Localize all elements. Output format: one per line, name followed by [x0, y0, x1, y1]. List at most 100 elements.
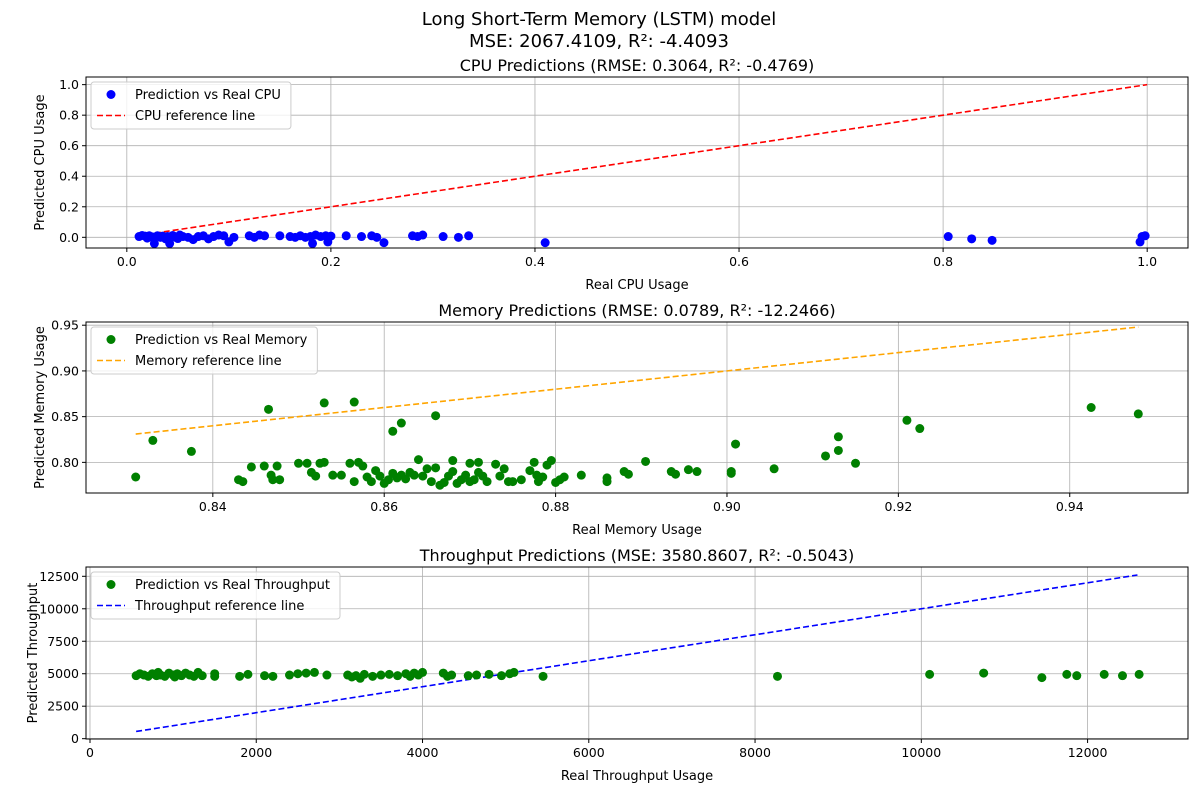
throughput-data-point	[463, 671, 473, 681]
cpu-y-tick-label: 0.4	[59, 169, 79, 184]
memory-data-point	[418, 471, 428, 481]
throughput-axes-frame	[85, 566, 1189, 740]
subplot-throughput: 0 2000 4000 6000 8000 10000 12000 0 2500 5000 750…	[26, 546, 1189, 784]
memory-data-point	[495, 471, 505, 481]
throughput-x-ticks: 0 2000 4000 6000 8000 10000 12000	[86, 739, 1108, 760]
throughput-y-tick-label: 10000	[39, 601, 79, 616]
memory-data-point	[238, 477, 248, 487]
memory-data-point	[671, 469, 681, 479]
memory-data-point	[516, 475, 526, 485]
cpu-x-tick-label: 0.0	[117, 254, 137, 269]
memory-data-point	[294, 458, 304, 468]
cpu-data-point	[357, 232, 366, 242]
memory-data-point	[473, 457, 483, 467]
memory-data-point	[431, 463, 441, 473]
cpu-data-point	[260, 231, 270, 241]
throughput-data-point	[496, 671, 506, 681]
cpu-x-tick-label: 1.0	[1137, 254, 1157, 269]
throughput-data-point	[301, 668, 311, 678]
memory-points	[131, 397, 1143, 490]
memory-data-point	[328, 470, 338, 480]
cpu-data-point	[540, 238, 550, 248]
cpu-x-tick-label: 0.8	[933, 254, 953, 269]
memory-data-point	[538, 472, 548, 482]
memory-data-point	[623, 469, 633, 479]
memory-data-point	[388, 426, 398, 436]
memory-y-tick-label: 0.85	[51, 409, 79, 424]
throughput-data-point	[210, 671, 220, 681]
cpu-data-point	[341, 231, 351, 241]
cpu-reference-line-segment	[136, 83, 1148, 237]
memory-data-point	[821, 451, 831, 461]
cpu-x-tick-label: 0.2	[321, 254, 341, 269]
cpu-data-point	[453, 232, 463, 242]
throughput-data-point	[376, 670, 386, 680]
cpu-data-point	[943, 232, 953, 242]
memory-data-point	[302, 458, 312, 468]
throughput-data-point	[1099, 669, 1109, 679]
cpu-data-point	[165, 238, 175, 248]
memory-data-point	[461, 470, 471, 480]
throughput-data-point	[359, 669, 369, 679]
cpu-reference-line	[136, 83, 1148, 237]
memory-y-ticks: 0.80 0.85 0.90 0.95	[51, 318, 86, 470]
memory-data-point	[375, 471, 385, 481]
throughput-x-tick-label: 10000	[901, 745, 941, 760]
memory-data-point	[345, 458, 355, 468]
memory-y-tick-label: 0.80	[51, 455, 79, 470]
cpu-data-point	[219, 231, 229, 241]
memory-data-point	[259, 461, 269, 471]
throughput-legend-point-marker	[106, 580, 116, 589]
throughput-y-tick-label: 7500	[47, 634, 79, 649]
throughput-x-tick-label: 0	[86, 745, 94, 760]
cpu-legend: Prediction vs Real CPU CPU reference lin…	[90, 81, 292, 130]
cpu-data-point	[372, 232, 382, 242]
subplot-memory: 0.84 0.86 0.88 0.90 0.92 0.94 0.80 0.85 0.90 0.9…	[33, 301, 1189, 538]
memory-data-point	[683, 465, 693, 475]
throughput-data-point	[197, 671, 207, 681]
throughput-data-point	[384, 669, 394, 679]
throughput-legend-point-label: Prediction vs Real Throughput	[135, 578, 330, 593]
cpu-data-point	[418, 230, 428, 240]
memory-data-point	[559, 472, 569, 482]
throughput-y-tick-label: 2500	[47, 699, 79, 714]
memory-data-point	[902, 415, 912, 425]
cpu-data-point	[379, 238, 389, 248]
throughput-x-tick-label: 6000	[573, 745, 605, 760]
cpu-x-tick-label: 0.4	[525, 254, 545, 269]
cpu-legend-point-marker	[106, 90, 116, 99]
throughput-data-point	[368, 671, 378, 681]
throughput-data-point	[538, 671, 548, 681]
cpu-legend-box	[90, 81, 292, 130]
cpu-xlabel: Real CPU Usage	[585, 278, 688, 293]
cpu-data-point	[275, 231, 285, 241]
cpu-axes-frame	[85, 76, 1189, 249]
memory-data-point	[246, 462, 256, 472]
memory-ylabel: Predicted Memory Usage	[33, 326, 48, 489]
memory-data-point	[482, 477, 492, 487]
memory-legend-point-marker	[106, 335, 116, 344]
throughput-y-tick-label: 5000	[47, 666, 79, 681]
memory-data-point	[499, 464, 509, 474]
memory-data-point	[358, 461, 368, 471]
cpu-y-tick-label: 0.0	[59, 230, 79, 245]
throughput-data-point	[285, 670, 295, 680]
throughput-data-point	[309, 667, 319, 677]
memory-data-point	[769, 464, 779, 474]
cpu-data-point	[229, 232, 239, 242]
memory-data-point	[366, 477, 376, 487]
throughput-data-point	[1062, 669, 1072, 679]
memory-data-point	[319, 457, 329, 467]
cpu-legend-line-label: CPU reference line	[135, 109, 255, 124]
memory-data-point	[275, 475, 285, 485]
memory-data-point	[413, 455, 423, 465]
suptitle-line-1: Long Short-Term Memory (LSTM) model	[422, 9, 777, 30]
memory-reference-line	[135, 326, 1139, 435]
memory-data-point	[641, 456, 651, 466]
memory-data-point	[726, 467, 736, 477]
throughput-reference-line-segment	[136, 574, 1138, 733]
memory-data-point	[349, 397, 359, 407]
throughput-data-point	[235, 671, 245, 681]
cpu-data-point	[326, 231, 336, 241]
